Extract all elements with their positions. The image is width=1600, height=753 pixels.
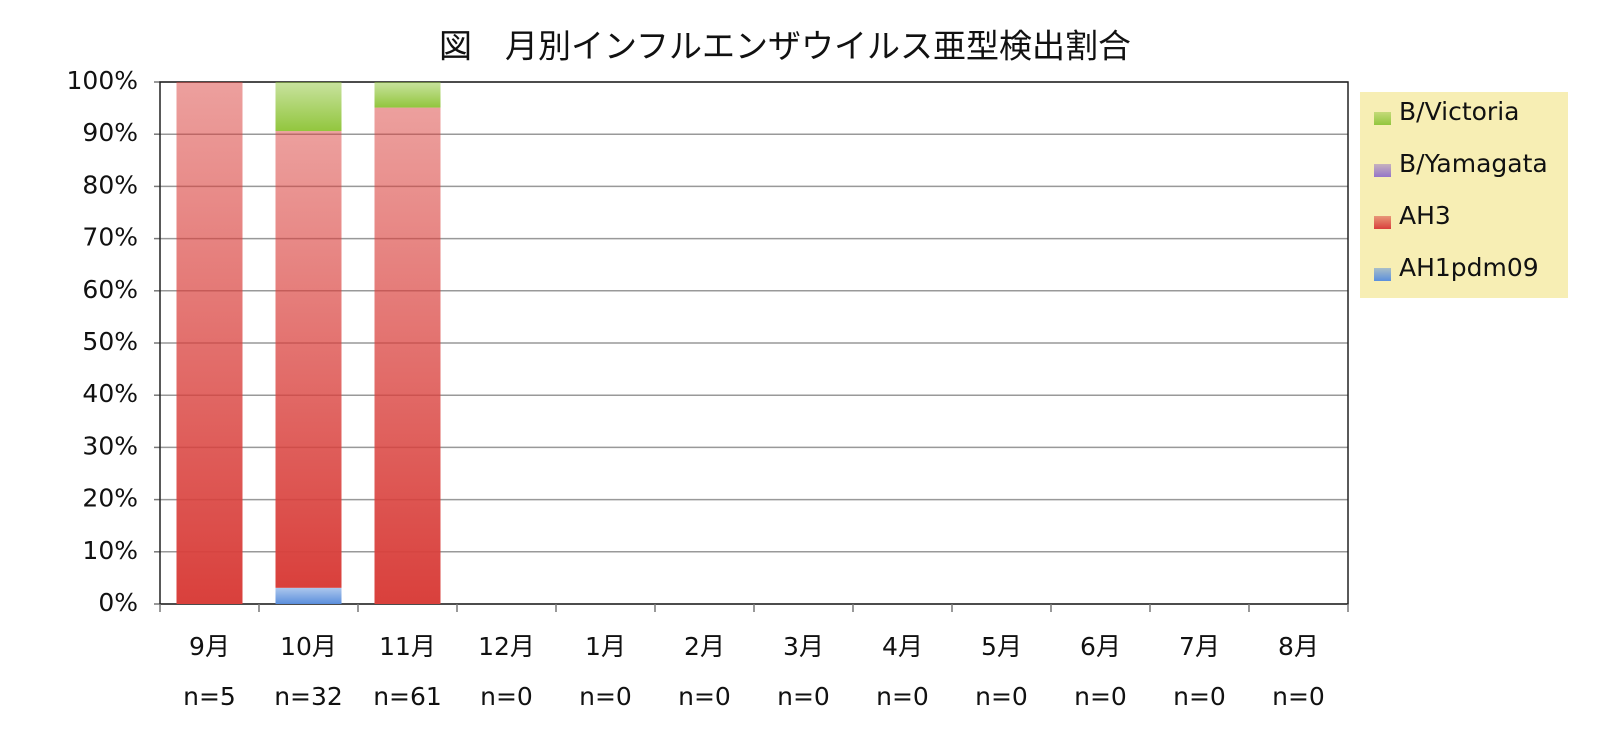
x-tick-label: 6月	[1080, 632, 1121, 661]
bar-segment	[275, 82, 342, 132]
count-label: n=0	[975, 682, 1028, 711]
legend-swatch	[1374, 216, 1391, 229]
chart-title: 図 月別インフルエンザウイルス亜型検出割合	[439, 27, 1131, 66]
y-tick-label: 80%	[82, 170, 138, 199]
y-tick-label: 70%	[82, 223, 138, 252]
bar-segment	[275, 587, 342, 604]
y-tick-label: 100%	[67, 66, 138, 95]
legend-label: AH3	[1399, 201, 1451, 230]
y-tick-label: 10%	[82, 536, 138, 565]
legend-label: B/Victoria	[1399, 97, 1519, 126]
legend-label: B/Yamagata	[1399, 149, 1548, 178]
legend-swatch	[1374, 112, 1391, 125]
x-tick-label: 12月	[478, 632, 535, 661]
legend-label: AH1pdm09	[1399, 253, 1539, 282]
x-tick-label: 11月	[379, 632, 436, 661]
legend-box	[1360, 92, 1568, 298]
count-label: n=0	[876, 682, 929, 711]
count-label: n=0	[678, 682, 731, 711]
bar-segment	[176, 82, 243, 604]
count-label: n=5	[183, 682, 236, 711]
count-label: n=32	[274, 682, 343, 711]
x-tick-label: 4月	[882, 632, 923, 661]
count-label: n=0	[1173, 682, 1226, 711]
y-tick-label: 20%	[82, 484, 138, 513]
x-tick-label: 3月	[783, 632, 824, 661]
x-tick-label: 7月	[1179, 632, 1220, 661]
count-label: n=61	[373, 682, 442, 711]
y-tick-label: 50%	[82, 327, 138, 356]
x-tick-label: 10月	[280, 632, 337, 661]
count-label: n=0	[1074, 682, 1127, 711]
x-tick-label: 9月	[189, 632, 230, 661]
bar-segment	[275, 131, 342, 588]
y-tick-label: 30%	[82, 431, 138, 460]
y-tick-label: 60%	[82, 275, 138, 304]
x-tick-label: 1月	[585, 632, 626, 661]
count-label: n=0	[1272, 682, 1325, 711]
bar-segment	[374, 82, 441, 108]
count-label: n=0	[777, 682, 830, 711]
bar-segment	[374, 107, 441, 604]
count-label: n=0	[579, 682, 632, 711]
legend-swatch	[1374, 164, 1391, 177]
x-tick-label: 2月	[684, 632, 725, 661]
legend-swatch	[1374, 268, 1391, 281]
y-tick-label: 90%	[82, 118, 138, 147]
x-tick-label: 8月	[1278, 632, 1319, 661]
count-label: n=0	[480, 682, 533, 711]
y-tick-label: 40%	[82, 379, 138, 408]
x-tick-label: 5月	[981, 632, 1022, 661]
y-tick-label: 0%	[98, 588, 138, 617]
